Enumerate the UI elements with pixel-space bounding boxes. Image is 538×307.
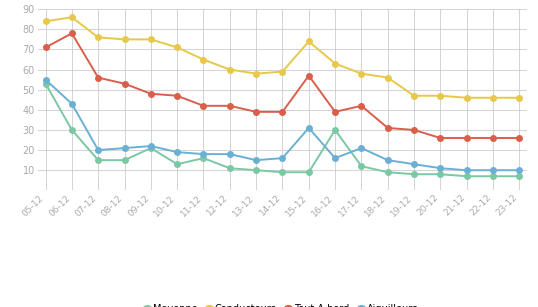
Conducteurs <box>69 15 75 19</box>
Conducteurs <box>147 37 154 41</box>
Tout A bord <box>279 110 286 114</box>
Tout A bord <box>200 104 207 108</box>
Conducteurs <box>463 96 470 99</box>
Moyenne <box>490 174 496 178</box>
Aiguilleurs <box>437 166 444 170</box>
Tout A bord <box>516 136 522 140</box>
Moyenne <box>411 173 417 176</box>
Moyenne <box>69 128 75 132</box>
Conducteurs <box>121 37 128 41</box>
Aiguilleurs <box>69 102 75 106</box>
Moyenne <box>437 173 444 176</box>
Tout A bord <box>69 32 75 35</box>
Moyenne <box>332 128 338 132</box>
Conducteurs <box>516 96 522 99</box>
Conducteurs <box>490 96 496 99</box>
Aiguilleurs <box>516 168 522 172</box>
Tout A bord <box>490 136 496 140</box>
Aiguilleurs <box>121 146 128 150</box>
Moyenne <box>43 82 49 86</box>
Moyenne <box>200 156 207 160</box>
Tout A bord <box>95 76 102 80</box>
Tout A bord <box>253 110 259 114</box>
Tout A bord <box>147 92 154 95</box>
Aiguilleurs <box>147 144 154 148</box>
Line: Tout A bord: Tout A bord <box>43 31 522 141</box>
Moyenne <box>226 166 233 170</box>
Conducteurs <box>226 68 233 72</box>
Conducteurs <box>411 94 417 98</box>
Moyenne <box>516 174 522 178</box>
Aiguilleurs <box>95 148 102 152</box>
Aiguilleurs <box>253 158 259 162</box>
Conducteurs <box>332 62 338 65</box>
Moyenne <box>95 158 102 162</box>
Tout A bord <box>385 126 391 130</box>
Conducteurs <box>95 36 102 39</box>
Tout A bord <box>463 136 470 140</box>
Aiguilleurs <box>411 162 417 166</box>
Conducteurs <box>279 70 286 73</box>
Aiguilleurs <box>174 150 180 154</box>
Line: Conducteurs: Conducteurs <box>43 14 522 100</box>
Tout A bord <box>332 110 338 114</box>
Conducteurs <box>253 72 259 76</box>
Moyenne <box>463 174 470 178</box>
Tout A bord <box>121 82 128 86</box>
Moyenne <box>385 170 391 174</box>
Legend: Moyenne, Conducteurs, Tout A bord, Aiguilleurs: Moyenne, Conducteurs, Tout A bord, Aigui… <box>143 300 422 307</box>
Aiguilleurs <box>226 152 233 156</box>
Conducteurs <box>385 76 391 80</box>
Moyenne <box>174 162 180 166</box>
Tout A bord <box>43 46 49 49</box>
Moyenne <box>358 164 365 168</box>
Tout A bord <box>306 74 312 77</box>
Aiguilleurs <box>306 126 312 130</box>
Tout A bord <box>174 94 180 98</box>
Aiguilleurs <box>279 156 286 160</box>
Conducteurs <box>306 40 312 43</box>
Aiguilleurs <box>332 156 338 160</box>
Aiguilleurs <box>200 152 207 156</box>
Aiguilleurs <box>358 146 365 150</box>
Aiguilleurs <box>385 158 391 162</box>
Moyenne <box>279 170 286 174</box>
Moyenne <box>121 158 128 162</box>
Aiguilleurs <box>43 78 49 81</box>
Conducteurs <box>174 46 180 49</box>
Aiguilleurs <box>490 168 496 172</box>
Tout A bord <box>226 104 233 108</box>
Conducteurs <box>200 58 207 61</box>
Moyenne <box>253 168 259 172</box>
Conducteurs <box>43 19 49 23</box>
Tout A bord <box>411 128 417 132</box>
Tout A bord <box>437 136 444 140</box>
Line: Moyenne: Moyenne <box>43 81 522 179</box>
Aiguilleurs <box>463 168 470 172</box>
Moyenne <box>306 170 312 174</box>
Conducteurs <box>437 94 444 98</box>
Line: Aiguilleurs: Aiguilleurs <box>43 77 522 173</box>
Tout A bord <box>358 104 365 108</box>
Conducteurs <box>358 72 365 76</box>
Moyenne <box>147 146 154 150</box>
